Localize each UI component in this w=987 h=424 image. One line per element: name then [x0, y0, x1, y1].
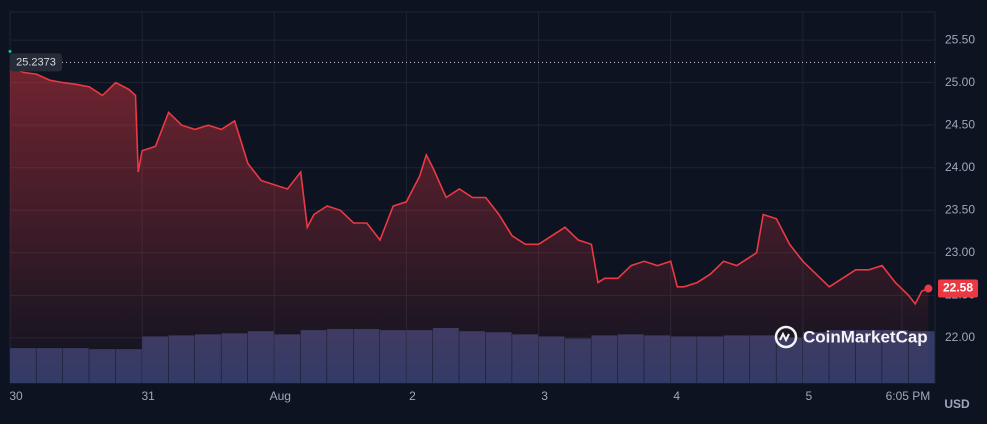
- watermark: CoinMarketCap: [774, 325, 928, 349]
- y-tick-label: 25.00: [945, 75, 975, 89]
- x-tick-label: 4: [673, 389, 680, 403]
- logo-mark: [779, 331, 790, 343]
- reference-label: 25.2373: [16, 56, 56, 68]
- y-tick-label: 23.00: [945, 245, 975, 259]
- x-tick-label: 30: [9, 389, 23, 403]
- x-tick-label: 6:05 PM: [886, 389, 931, 403]
- y-tick-label: 22.00: [945, 330, 975, 344]
- x-tick-label: 2: [409, 389, 416, 403]
- last-point: [924, 284, 933, 293]
- x-tick-label: 5: [806, 389, 813, 403]
- watermark-text: CoinMarketCap: [803, 327, 928, 346]
- price-line: [9, 64, 929, 306]
- x-tick-label: Aug: [270, 389, 291, 403]
- price-badge: [938, 279, 978, 298]
- y-tick-label: 24.50: [945, 117, 975, 131]
- price-area: [10, 65, 929, 383]
- currency-label: USD: [944, 397, 970, 411]
- y-tick-label: 24.00: [945, 160, 975, 174]
- y-tick-label: 23.50: [945, 202, 975, 216]
- price-label: 22.58: [943, 281, 973, 295]
- reference-badge: [10, 53, 62, 72]
- x-tick-label: 31: [141, 389, 155, 403]
- y-tick-label: 25.50: [945, 32, 975, 46]
- x-tick-label: 3: [541, 389, 548, 403]
- start-dot: [8, 49, 12, 53]
- logo: [774, 325, 798, 349]
